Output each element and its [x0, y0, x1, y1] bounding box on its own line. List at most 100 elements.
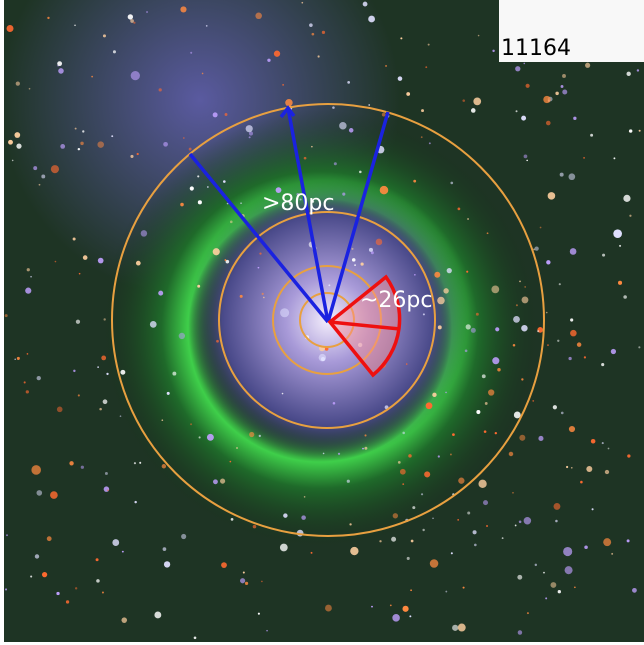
star — [449, 453, 452, 456]
star — [497, 368, 501, 372]
star — [611, 552, 614, 555]
star — [465, 324, 471, 330]
image-id: 11164 — [501, 36, 571, 61]
star — [467, 511, 471, 515]
star — [557, 590, 561, 594]
inner-wedge — [327, 274, 402, 378]
star — [212, 112, 218, 118]
star — [134, 500, 137, 504]
star — [31, 465, 41, 475]
stars — [4, 1, 641, 640]
star — [410, 539, 414, 543]
star — [368, 247, 373, 252]
star — [462, 586, 465, 589]
star — [180, 202, 184, 207]
star — [301, 1, 304, 4]
star — [103, 486, 110, 492]
star — [57, 61, 63, 67]
star — [212, 248, 220, 256]
star — [443, 288, 449, 294]
star — [607, 447, 610, 450]
star — [255, 12, 262, 20]
star — [494, 431, 498, 435]
star — [532, 400, 535, 402]
id-box — [499, 0, 644, 62]
star — [523, 517, 532, 525]
star — [562, 89, 568, 95]
star — [190, 51, 193, 54]
star — [180, 6, 187, 13]
star — [130, 19, 134, 23]
star — [189, 186, 194, 191]
star — [521, 324, 528, 332]
star — [279, 543, 288, 552]
star — [8, 139, 13, 145]
star — [602, 253, 606, 257]
star — [311, 145, 313, 148]
star — [36, 490, 43, 496]
star — [550, 582, 557, 588]
star — [303, 156, 307, 160]
star — [473, 97, 482, 106]
star — [547, 192, 556, 200]
star — [432, 392, 437, 398]
star — [464, 349, 468, 353]
star — [397, 461, 401, 464]
star — [328, 284, 331, 287]
star — [545, 597, 548, 600]
star — [583, 356, 587, 359]
star — [514, 524, 517, 527]
star — [206, 433, 214, 441]
star — [364, 446, 368, 450]
star — [402, 483, 405, 485]
star — [412, 506, 416, 510]
star — [492, 357, 500, 365]
star — [559, 172, 564, 177]
star — [299, 198, 302, 201]
star — [193, 636, 197, 640]
star — [14, 358, 17, 361]
star — [281, 392, 284, 395]
star — [332, 402, 336, 405]
star — [162, 547, 167, 551]
star — [562, 74, 566, 78]
star — [158, 88, 162, 92]
star — [96, 579, 100, 583]
star — [95, 558, 99, 562]
star — [133, 21, 136, 24]
star — [523, 62, 526, 65]
star — [354, 264, 356, 266]
star — [349, 523, 352, 526]
star — [213, 479, 218, 485]
star — [267, 58, 271, 62]
star — [58, 68, 64, 74]
star — [613, 157, 616, 160]
star — [425, 66, 428, 69]
star — [119, 415, 122, 417]
star — [266, 629, 268, 632]
star — [481, 374, 486, 379]
star — [470, 108, 476, 113]
star — [533, 248, 536, 251]
star — [477, 34, 480, 37]
star — [28, 87, 31, 90]
star — [4, 314, 8, 318]
star — [560, 411, 564, 415]
star — [543, 95, 551, 104]
star — [452, 624, 459, 631]
star — [242, 571, 245, 574]
star — [107, 489, 109, 492]
star — [627, 454, 631, 458]
star — [282, 84, 284, 86]
star — [198, 436, 201, 439]
star — [557, 339, 560, 342]
star — [545, 311, 548, 314]
star — [56, 406, 63, 413]
star — [97, 366, 99, 368]
star — [446, 268, 452, 274]
star — [573, 116, 577, 120]
star — [275, 187, 282, 194]
star — [273, 50, 281, 57]
star — [289, 202, 292, 205]
